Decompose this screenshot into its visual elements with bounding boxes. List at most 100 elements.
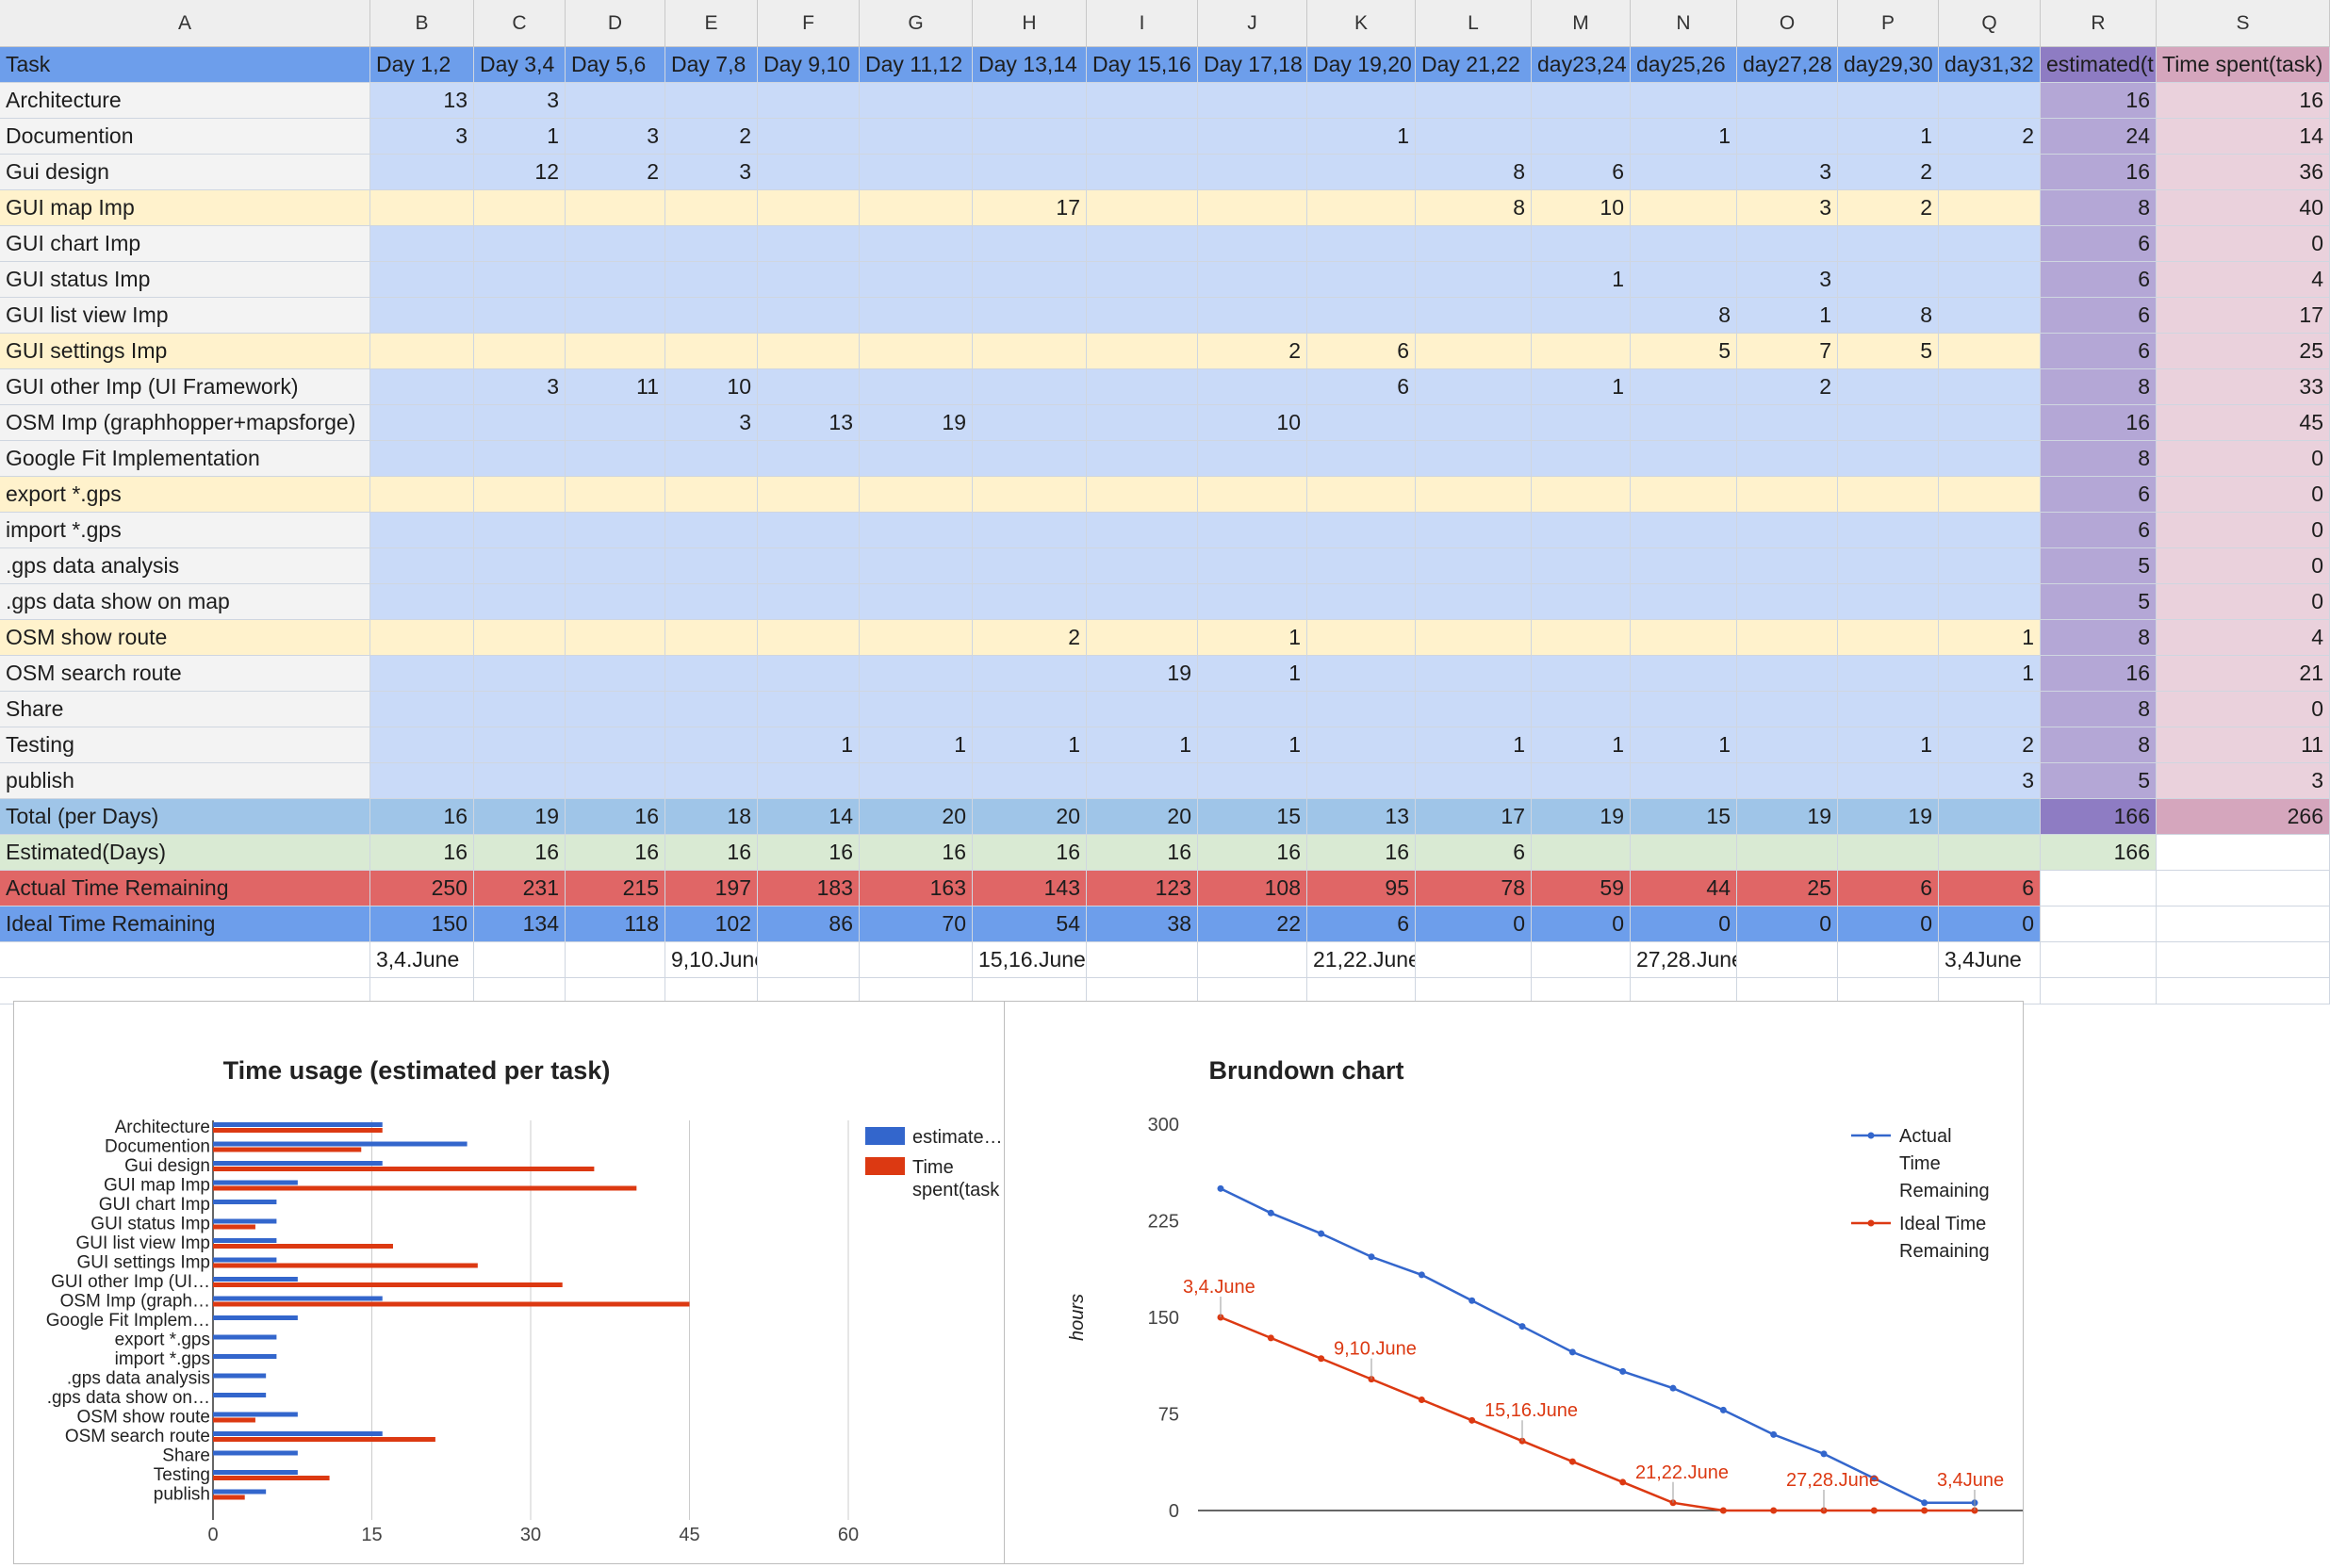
day-value-cell[interactable] [566,226,665,262]
day-value-cell[interactable] [1939,190,2041,226]
task-name-cell[interactable]: .gps data analysis [0,548,370,584]
day-value-cell[interactable] [973,334,1087,369]
day-value-cell[interactable] [370,369,474,405]
day-value-cell[interactable] [370,226,474,262]
empty-cell[interactable] [1737,978,1838,1004]
date-label-cell[interactable] [1198,942,1307,978]
summary-value-cell[interactable]: 86 [758,906,860,942]
day-value-cell[interactable] [1737,656,1838,692]
day-value-cell[interactable] [1737,441,1838,477]
day-value-cell[interactable] [1307,656,1416,692]
day-value-cell[interactable] [758,441,860,477]
day-value-cell[interactable] [1087,334,1198,369]
day-value-cell[interactable]: 1 [1838,727,1939,763]
day-value-cell[interactable]: 1 [1939,656,2041,692]
day-value-cell[interactable] [1087,119,1198,155]
day-value-cell[interactable] [973,548,1087,584]
time-spent-cell[interactable]: 17 [2157,298,2330,334]
task-name-cell[interactable]: import *.gps [0,513,370,548]
day-value-cell[interactable] [1087,441,1198,477]
day-value-cell[interactable] [566,620,665,656]
day-value-cell[interactable]: 2 [1737,369,1838,405]
day-value-cell[interactable] [1939,298,2041,334]
day-value-cell[interactable] [1939,334,2041,369]
day-value-cell[interactable] [758,155,860,190]
day-value-cell[interactable]: 1 [1532,369,1631,405]
day-value-cell[interactable] [1737,83,1838,119]
day-value-cell[interactable] [1631,584,1737,620]
date-label-cell[interactable] [1532,942,1631,978]
day-value-cell[interactable]: 1 [474,119,566,155]
time-spent-cell[interactable]: 16 [2157,83,2330,119]
day-value-cell[interactable] [1087,369,1198,405]
day-value-cell[interactable] [665,298,758,334]
column-header-B[interactable]: B [370,0,474,47]
summary-value-cell[interactable]: 183 [758,871,860,906]
day-value-cell[interactable]: 1 [1532,262,1631,298]
day-value-cell[interactable] [1838,620,1939,656]
date-label-cell[interactable]: 27,28.June [1631,942,1737,978]
day-header-cell[interactable]: Day 17,18 [1198,47,1307,83]
estimated-cell[interactable]: 6 [2041,262,2157,298]
column-header-D[interactable]: D [566,0,665,47]
day-value-cell[interactable] [1198,369,1307,405]
task-name-cell[interactable]: .gps data show on map [0,584,370,620]
summary-value-cell[interactable]: 0 [1416,906,1532,942]
time-spent-cell[interactable]: 0 [2157,477,2330,513]
day-value-cell[interactable] [566,405,665,441]
task-name-cell[interactable]: Share [0,692,370,727]
day-value-cell[interactable] [1198,262,1307,298]
summary-value-cell[interactable]: 134 [474,906,566,942]
day-value-cell[interactable]: 11 [566,369,665,405]
summary-value-cell[interactable]: 70 [860,906,973,942]
day-value-cell[interactable] [1737,584,1838,620]
day-value-cell[interactable] [474,513,566,548]
day-value-cell[interactable] [474,584,566,620]
day-value-cell[interactable] [1532,692,1631,727]
date-label-cell[interactable] [474,942,566,978]
day-value-cell[interactable] [1307,298,1416,334]
summary-value-cell[interactable]: 231 [474,871,566,906]
summary-value-cell[interactable]: 13 [1307,799,1416,835]
day-value-cell[interactable] [1087,190,1198,226]
day-value-cell[interactable] [370,190,474,226]
summary-value-cell[interactable]: 143 [973,871,1087,906]
day-value-cell[interactable] [1087,298,1198,334]
column-header-N[interactable]: N [1631,0,1737,47]
day-value-cell[interactable] [1532,119,1631,155]
day-value-cell[interactable] [1939,83,2041,119]
day-value-cell[interactable]: 2 [665,119,758,155]
day-value-cell[interactable]: 1 [1737,298,1838,334]
day-value-cell[interactable] [1307,727,1416,763]
empty-cell[interactable] [1838,978,1939,1004]
day-value-cell[interactable] [1532,441,1631,477]
day-value-cell[interactable] [973,155,1087,190]
day-value-cell[interactable] [1087,83,1198,119]
day-value-cell[interactable] [1737,620,1838,656]
day-value-cell[interactable] [370,692,474,727]
day-value-cell[interactable] [1416,119,1532,155]
time-spent-cell[interactable]: 21 [2157,656,2330,692]
summary-value-cell[interactable] [1631,835,1737,871]
day-value-cell[interactable]: 2 [1939,119,2041,155]
day-header-cell[interactable]: Day 21,22 [1416,47,1532,83]
day-value-cell[interactable] [1737,119,1838,155]
estimated-cell[interactable]: 6 [2041,334,2157,369]
day-value-cell[interactable] [758,298,860,334]
column-header-Q[interactable]: Q [1939,0,2041,47]
day-value-cell[interactable] [566,656,665,692]
time-spent-cell[interactable]: 4 [2157,262,2330,298]
summary-spent-cell[interactable] [2157,871,2330,906]
task-name-cell[interactable]: GUI settings Imp [0,334,370,369]
day-value-cell[interactable]: 3 [474,369,566,405]
summary-value-cell[interactable]: 16 [1198,835,1307,871]
day-header-cell[interactable]: Day 15,16 [1087,47,1198,83]
summary-value-cell[interactable]: 0 [1939,906,2041,942]
date-label-cell[interactable]: 15,16.June [973,942,1087,978]
day-value-cell[interactable] [1532,620,1631,656]
day-value-cell[interactable] [1737,548,1838,584]
day-value-cell[interactable] [566,83,665,119]
time-spent-cell[interactable]: 14 [2157,119,2330,155]
day-value-cell[interactable] [1737,692,1838,727]
estimated-cell[interactable]: 6 [2041,477,2157,513]
